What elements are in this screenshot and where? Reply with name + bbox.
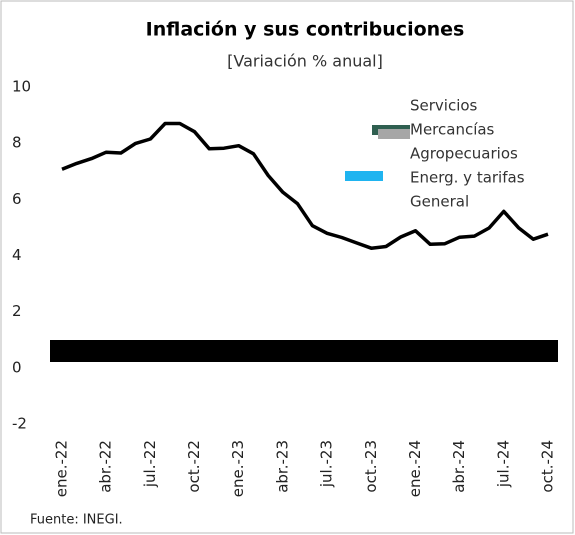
- y-tick-label: -2: [12, 415, 27, 433]
- source: Fuente: INEGI.: [30, 513, 123, 528]
- legend-swatch: [345, 171, 383, 181]
- legend-label: Agropecuarios: [410, 145, 518, 163]
- x-tick-label: oct.-22: [185, 440, 203, 493]
- y-tick-label: 2: [12, 302, 22, 320]
- y-tick-label: 8: [12, 134, 22, 152]
- legend-label: Energ. y tarifas: [410, 169, 525, 187]
- x-tick-label: ene.-24: [406, 440, 424, 497]
- chart-subtitle: [Variación % anual]: [227, 52, 383, 71]
- x-tick-label: jul.-24: [494, 440, 512, 488]
- x-tick-label: abr.-23: [273, 440, 291, 493]
- y-tick-label: 6: [12, 190, 22, 208]
- legend-label: General: [410, 193, 469, 211]
- x-tick-label: ene.-23: [229, 440, 247, 497]
- x-tick-label: jul.-22: [141, 440, 159, 488]
- x-tick-label: jul.-23: [318, 440, 336, 488]
- legend-label: Servicios: [410, 97, 478, 115]
- legend-swatch: [378, 129, 410, 139]
- y-tick-label: 0: [12, 358, 22, 376]
- x-tick-label: ene.-22: [53, 440, 71, 497]
- chart-title: Inflación y sus contribuciones: [146, 19, 465, 41]
- x-tick-label: abr.-22: [97, 440, 115, 493]
- x-tick-label: oct.-24: [539, 440, 557, 493]
- y-tick-label: 10: [12, 78, 31, 96]
- line: [61, 121, 549, 250]
- y-tick-label: 4: [12, 246, 22, 264]
- x-tick-label: oct.-23: [362, 440, 380, 493]
- legend-label: Mercancías: [410, 121, 495, 139]
- bar-artifact: [50, 340, 558, 362]
- x-tick-label: abr.-24: [450, 440, 468, 493]
